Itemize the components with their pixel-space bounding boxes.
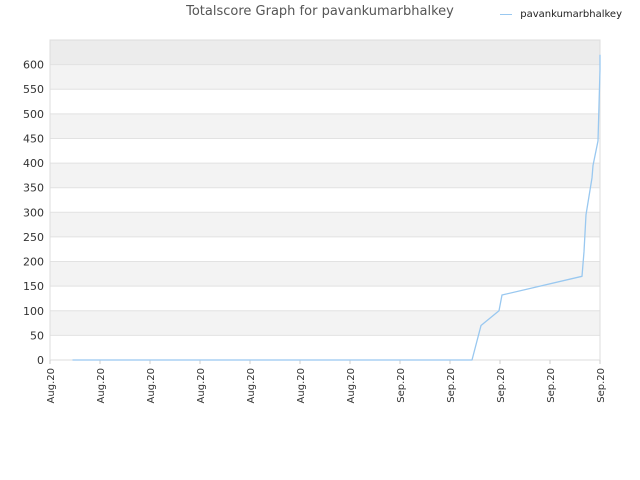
y-tick-label: 0 <box>37 354 44 367</box>
legend[interactable]: pavankumarbhalkey <box>500 9 622 20</box>
series-line <box>72 54 601 361</box>
x-tick-label: Aug.20 <box>196 368 207 403</box>
x-tick-label: Aug.20 <box>146 368 157 403</box>
y-tick-label: 400 <box>23 157 44 170</box>
y-tick-label: 150 <box>23 280 44 293</box>
y-tick-label: 50 <box>30 329 44 342</box>
x-tick-label: Sep.20 <box>496 368 507 403</box>
x-tick-label: Sep.20 <box>546 368 557 403</box>
grid-band <box>50 40 600 65</box>
grid-band <box>50 286 600 311</box>
grid-band <box>50 310 600 336</box>
x-tick-label: Sep.20 <box>396 368 407 403</box>
legend-swatch <box>500 14 513 15</box>
x-tick-label: Aug.20 <box>96 368 107 403</box>
grid-band <box>50 335 600 360</box>
chart-title: Totalscore Graph for pavankumarbhalkey <box>186 4 454 19</box>
x-tick-label: Sep.20 <box>446 368 457 403</box>
grid-band <box>50 236 600 262</box>
x-tick-label: Aug.20 <box>46 368 57 403</box>
grid-band <box>50 261 600 287</box>
y-tick-label: 550 <box>23 83 44 96</box>
grid-band <box>50 138 600 164</box>
grid-band <box>50 64 600 90</box>
y-tick-label: 450 <box>23 132 44 145</box>
y-tick-label: 300 <box>23 206 44 219</box>
y-tick-label: 350 <box>23 182 44 195</box>
x-tick-label: Sep.20 <box>596 368 607 403</box>
x-tick-label: Aug.20 <box>346 368 357 403</box>
grid-band <box>50 212 600 237</box>
y-tick-label: 100 <box>23 305 44 318</box>
y-tick-label: 600 <box>23 59 44 72</box>
x-tick-label: Aug.20 <box>296 368 307 403</box>
grid-band <box>50 163 600 188</box>
grid-band <box>50 187 600 213</box>
grid-band <box>50 89 600 114</box>
legend-label: pavankumarbhalkey <box>520 9 622 20</box>
y-tick-label: 250 <box>23 231 44 244</box>
y-tick-label: 200 <box>23 256 44 269</box>
grid-band <box>50 113 600 139</box>
x-tick-label: Aug.20 <box>246 368 257 403</box>
y-tick-label: 500 <box>23 108 44 121</box>
